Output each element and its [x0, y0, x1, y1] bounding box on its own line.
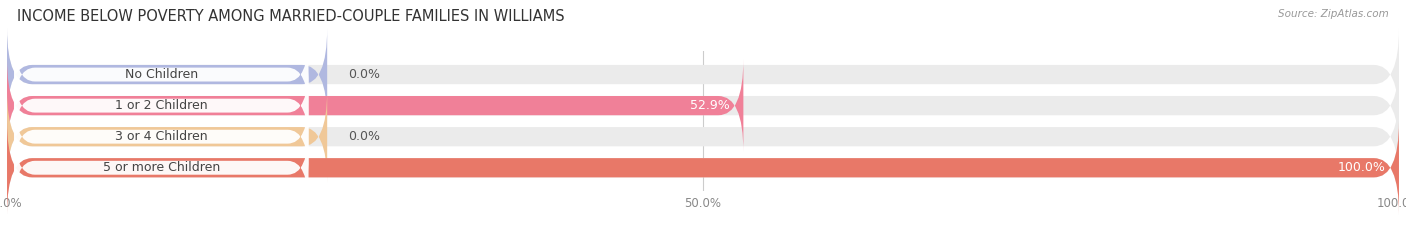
FancyBboxPatch shape [7, 28, 328, 121]
FancyBboxPatch shape [7, 121, 1399, 214]
FancyBboxPatch shape [7, 59, 744, 152]
FancyBboxPatch shape [7, 59, 1399, 152]
Text: 52.9%: 52.9% [690, 99, 730, 112]
Text: INCOME BELOW POVERTY AMONG MARRIED-COUPLE FAMILIES IN WILLIAMS: INCOME BELOW POVERTY AMONG MARRIED-COUPL… [17, 9, 564, 24]
Text: 0.0%: 0.0% [349, 68, 380, 81]
FancyBboxPatch shape [7, 121, 1399, 214]
Text: 100.0%: 100.0% [1337, 161, 1385, 174]
FancyBboxPatch shape [14, 66, 308, 145]
FancyBboxPatch shape [7, 28, 1399, 121]
FancyBboxPatch shape [14, 128, 308, 207]
Text: Source: ZipAtlas.com: Source: ZipAtlas.com [1278, 9, 1389, 19]
FancyBboxPatch shape [7, 90, 1399, 183]
FancyBboxPatch shape [14, 97, 308, 176]
Text: 5 or more Children: 5 or more Children [103, 161, 219, 174]
FancyBboxPatch shape [14, 35, 308, 114]
Text: 0.0%: 0.0% [349, 130, 380, 143]
Text: 1 or 2 Children: 1 or 2 Children [115, 99, 208, 112]
Text: 3 or 4 Children: 3 or 4 Children [115, 130, 208, 143]
FancyBboxPatch shape [7, 90, 328, 183]
Text: No Children: No Children [125, 68, 198, 81]
